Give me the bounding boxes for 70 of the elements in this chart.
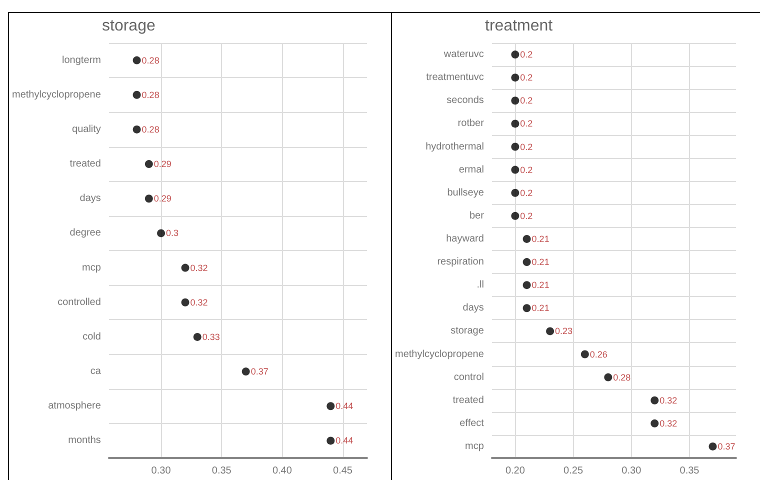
x-tick-label: 0.35 <box>680 466 700 476</box>
data-label: 0.23 <box>555 326 573 336</box>
y-tick-label: treatmentuvc <box>426 72 484 84</box>
y-tick-label: days <box>80 193 101 204</box>
y-tick-label: mcp <box>465 440 484 452</box>
data-label: 0.3 <box>166 228 179 238</box>
y-tick-label: bullseye <box>447 187 484 198</box>
y-tick-label: ermal <box>458 164 484 176</box>
y-tick-label: controlled <box>58 296 101 308</box>
data-label: 0.28 <box>613 372 631 382</box>
x-tick-label: 0.30 <box>622 466 642 476</box>
data-label: 0.28 <box>142 90 160 100</box>
y-tick-label: wateruvc <box>442 49 484 60</box>
y-tick-label: longterm <box>62 54 101 66</box>
y-tick-label: .ll <box>476 280 484 291</box>
x-tick-label: 0.40 <box>272 466 292 476</box>
x-tick-label: 0.45 <box>333 466 353 476</box>
x-tick-label: 0.30 <box>151 466 172 476</box>
y-tick-label: seconds <box>446 95 484 106</box>
data-label: 0.26 <box>590 349 608 360</box>
data-label: 0.21 <box>532 234 550 244</box>
y-tick-label: treated <box>452 394 484 406</box>
data-label: 0.2 <box>520 142 533 152</box>
data-label: 0.2 <box>520 118 533 129</box>
data-label: 0.2 <box>520 188 533 198</box>
data-label: 0.21 <box>532 303 550 314</box>
y-tick-label: control <box>454 372 484 383</box>
data-label: 0.28 <box>142 124 160 134</box>
data-label: 0.32 <box>190 297 208 308</box>
data-label: 0.44 <box>336 401 354 412</box>
data-label: 0.37 <box>718 441 736 452</box>
data-label: 0.32 <box>660 418 678 428</box>
y-tick-label: ca <box>90 366 102 378</box>
data-label: 0.32 <box>190 262 208 273</box>
y-tick-label: mcp <box>82 262 102 274</box>
data-label: 0.2 <box>520 50 533 60</box>
y-tick-label: degree <box>70 228 102 239</box>
data-label: 0.33 <box>202 332 220 342</box>
y-tick-label: quality <box>72 124 101 135</box>
data-label: 0.37 <box>250 366 268 377</box>
chart-title: storage <box>102 18 156 34</box>
data-label: 0.29 <box>154 159 172 170</box>
data-label: 0.29 <box>154 194 172 204</box>
x-tick-label: 0.20 <box>505 466 526 476</box>
y-tick-label: atmosphere <box>48 400 102 412</box>
data-label: 0.2 <box>520 72 533 83</box>
y-tick-label: storage <box>450 326 484 337</box>
data-label: 0.2 <box>520 210 533 221</box>
y-tick-label: methylcyclopropene <box>12 89 102 100</box>
chart-title: treatment <box>485 18 554 34</box>
y-tick-label: cold <box>82 331 101 342</box>
y-tick-label: rotber <box>458 118 485 130</box>
y-tick-label: effect <box>460 418 484 429</box>
data-label: 0.32 <box>660 395 678 406</box>
y-tick-label: treated <box>70 158 101 170</box>
y-tick-label: hayward <box>446 233 484 244</box>
y-tick-label: days <box>462 302 484 314</box>
data-label: 0.44 <box>336 436 354 446</box>
data-label: 0.2 <box>520 96 533 106</box>
y-tick-label: methylcyclopropene <box>395 348 484 360</box>
y-tick-label: ber <box>469 210 485 222</box>
data-label: 0.28 <box>142 55 160 66</box>
data-label: 0.2 <box>520 164 533 175</box>
y-tick-label: respiration <box>437 256 484 268</box>
y-tick-label: months <box>68 435 101 446</box>
y-tick-label: hydrothermal <box>426 141 484 152</box>
x-tick-label: 0.25 <box>564 466 584 476</box>
x-tick-label: 0.35 <box>212 466 232 476</box>
data-label: 0.21 <box>532 280 550 290</box>
data-label: 0.21 <box>532 257 550 268</box>
